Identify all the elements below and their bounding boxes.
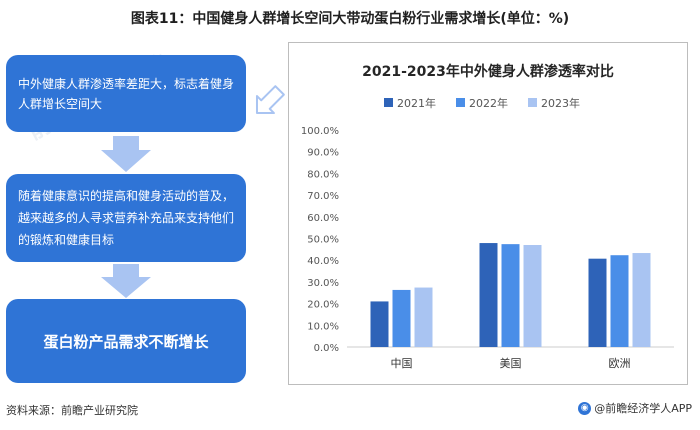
bar xyxy=(610,255,629,347)
bar xyxy=(588,258,607,347)
flow-box-demand: 蛋白粉产品需求不断增长 xyxy=(6,299,246,383)
down-arrow-icon xyxy=(101,136,151,172)
y-tick-label: 70.0% xyxy=(307,191,339,202)
legend-label: 2022年 xyxy=(469,96,508,110)
bar xyxy=(392,289,411,347)
bar xyxy=(632,253,651,347)
y-tick-label: 30.0% xyxy=(307,278,339,289)
flow-box-gap: 中外健康人群渗透率差距大，标志着健身人群增长空间大 xyxy=(6,55,246,132)
y-tick-label: 50.0% xyxy=(307,235,339,246)
down-arrow-icon xyxy=(101,264,151,298)
diagonal-arrow-icon xyxy=(255,85,285,115)
x-tick-label: 欧洲 xyxy=(609,357,631,370)
bar xyxy=(414,287,433,347)
bar xyxy=(370,301,389,347)
x-tick-label: 美国 xyxy=(500,357,522,370)
y-tick-label: 80.0% xyxy=(307,169,339,180)
y-tick-label: 100.0% xyxy=(301,126,339,137)
figure-title: 图表11：中国健身人群增长空间大带动蛋白粉行业需求增长(单位：%) xyxy=(130,11,570,27)
brand-credit: ◉ @前瞻经济学人APP xyxy=(578,400,692,416)
flow-box-demand-text: 蛋白粉产品需求不断增长 xyxy=(43,332,209,351)
y-tick-label: 90.0% xyxy=(307,148,339,159)
flow-box-gap-text: 中外健康人群渗透率差距大，标志着健身人群增长空间大 xyxy=(18,76,235,111)
brand-text: @前瞻经济学人APP xyxy=(594,402,692,415)
chart-title: 2021-2023年中外健身人群渗透率对比 xyxy=(362,63,614,80)
bar xyxy=(501,244,520,347)
legend-label: 2023年 xyxy=(541,96,580,110)
legend-swatch xyxy=(528,98,537,107)
bar-chart: 2021-2023年中外健身人群渗透率对比 2021年 2022年 2023年 0.0%… xyxy=(301,63,674,370)
source-note: 资料来源：前瞻产业研究院 xyxy=(6,404,138,417)
bar xyxy=(479,243,498,347)
y-tick-label: 40.0% xyxy=(307,256,339,267)
flow-box-awareness: 随着健康意识的提高和健身活动的普及，越来越多的人寻求营养补充品来支持他们的锻炼和… xyxy=(6,174,246,262)
brand-logo-icon: ◉ xyxy=(578,401,592,415)
y-tick-label: 20.0% xyxy=(307,300,339,311)
legend-swatch xyxy=(456,98,465,107)
chart-panel: 2021-2023年中外健身人群渗透率对比 2021年 2022年 2023年 0.0%… xyxy=(288,42,688,385)
x-tick-label: 中国 xyxy=(391,357,413,370)
y-tick-label: 10.0% xyxy=(307,321,339,332)
y-tick-label: 60.0% xyxy=(307,213,339,224)
bar xyxy=(523,245,542,347)
legend-label: 2021年 xyxy=(397,96,436,110)
y-tick-label: 0.0% xyxy=(314,343,339,354)
legend-swatch xyxy=(384,98,393,107)
flow-box-awareness-text: 随着健康意识的提高和健身活动的普及，越来越多的人寻求营养补充品来支持他们的锻炼和… xyxy=(18,189,235,247)
